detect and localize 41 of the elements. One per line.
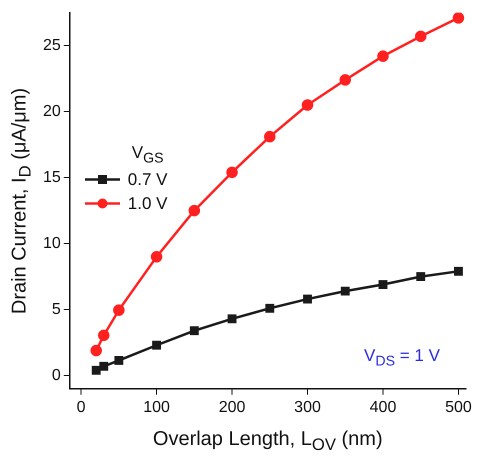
y-tick-label: 20 xyxy=(43,103,61,120)
point xyxy=(414,30,426,42)
point xyxy=(264,130,276,142)
point xyxy=(150,251,162,263)
point xyxy=(340,286,350,296)
x-tick-label: 500 xyxy=(445,398,472,416)
x-tick-label: 100 xyxy=(143,398,170,416)
x-axis-title: Overlap Length, L$_{OV}$ (nm) xyxy=(152,428,383,455)
point xyxy=(188,204,200,216)
point xyxy=(265,304,274,313)
annotation: V$_{DS}$ = 1 V xyxy=(364,346,440,370)
legend-label: 1.0 V xyxy=(128,194,168,214)
point xyxy=(190,326,199,336)
legend-title: V$_{GS}$ xyxy=(130,142,165,166)
point xyxy=(152,340,162,350)
x-tick-label: 400 xyxy=(370,398,396,416)
point xyxy=(454,266,463,276)
point xyxy=(303,294,312,304)
point xyxy=(377,50,389,62)
point xyxy=(340,74,352,86)
point xyxy=(416,272,426,282)
point xyxy=(98,330,110,342)
point xyxy=(90,344,102,356)
point xyxy=(99,362,108,371)
point xyxy=(302,99,314,111)
point xyxy=(92,366,101,375)
point xyxy=(226,166,238,178)
point xyxy=(378,280,388,289)
y-tick-label: 25 xyxy=(43,37,61,54)
x-tick-label: 0 xyxy=(76,398,86,416)
point xyxy=(113,304,125,316)
point xyxy=(228,314,236,324)
point xyxy=(114,356,124,365)
y-tick-label: 0 xyxy=(52,367,61,384)
x-tick-label: 200 xyxy=(218,398,246,416)
y-tick-label: 10 xyxy=(43,235,61,252)
point xyxy=(452,12,464,24)
y-tick-label: 5 xyxy=(52,301,61,318)
legend-label: 0.7 V xyxy=(128,170,168,190)
x-tick-label: 300 xyxy=(294,398,321,416)
y-tick-label: 15 xyxy=(43,169,61,186)
